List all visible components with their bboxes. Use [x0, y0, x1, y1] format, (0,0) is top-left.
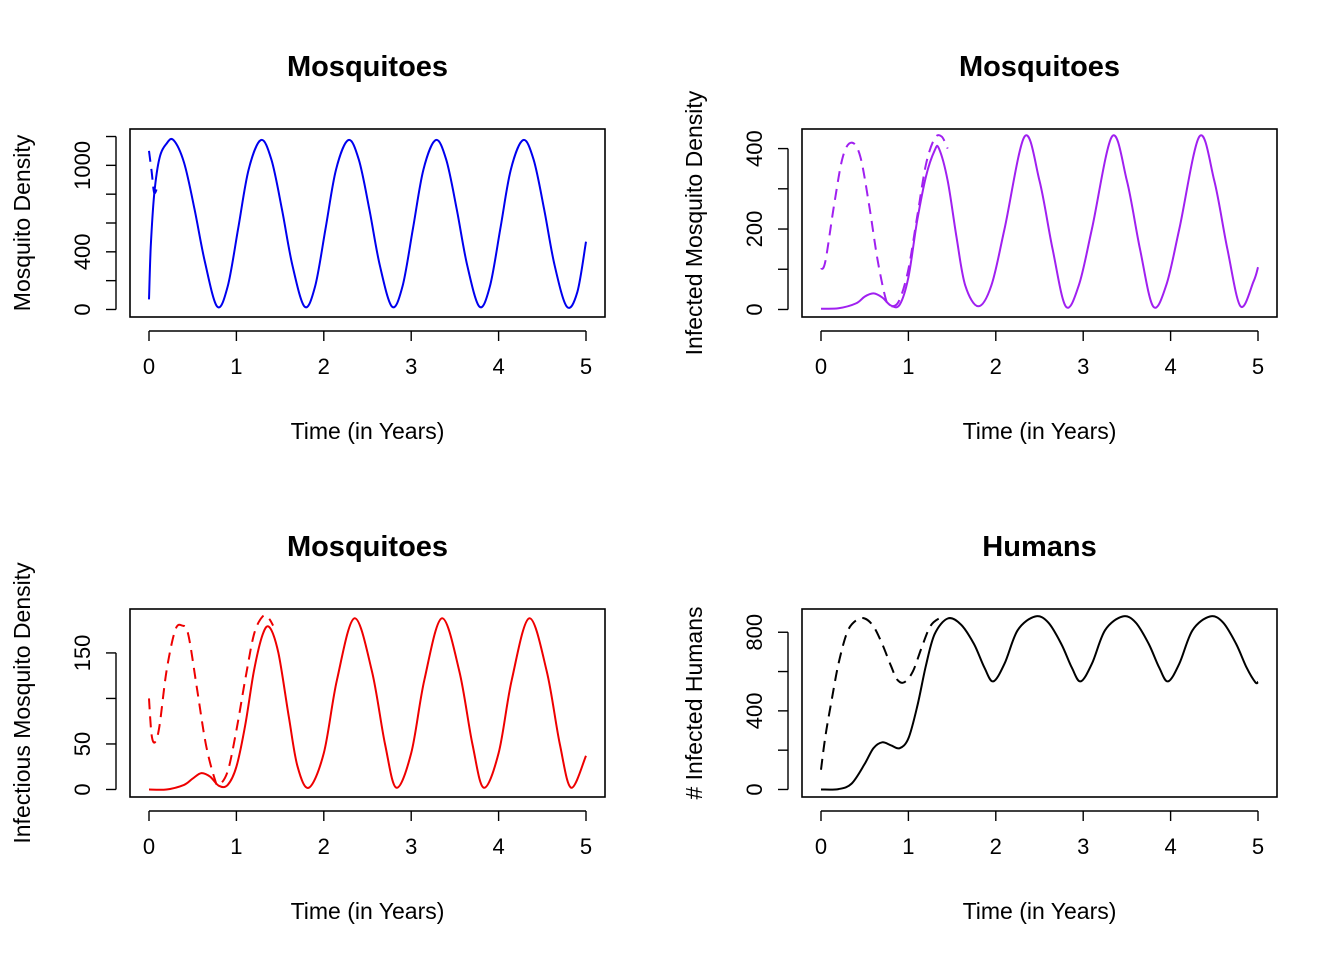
- x-axis-label: Time (in Years): [963, 418, 1117, 444]
- x-tick-label: 3: [405, 834, 417, 859]
- x-tick-label: 1: [230, 354, 242, 379]
- y-tick-label: 150: [70, 635, 95, 672]
- chart-title: Mosquitoes: [959, 51, 1120, 83]
- x-tick-label: 5: [580, 834, 592, 859]
- x-tick-label: 0: [143, 354, 155, 379]
- x-tick-label: 3: [1077, 354, 1089, 379]
- series-line-dashed: [148, 150, 159, 195]
- x-tick-label: 2: [318, 354, 330, 379]
- x-tick-label: 0: [143, 834, 155, 859]
- plot-frame: [801, 608, 1278, 798]
- chart-panel-3: Mosquitoes 0 1 2 3 4 5 Time (in Years) 0 50 150 Inf…: [9, 531, 606, 924]
- x-tick-label: 0: [815, 834, 827, 859]
- y-tick-label: 400: [742, 693, 767, 730]
- y-tick-label: 800: [742, 614, 767, 651]
- plot-frame: [129, 608, 606, 798]
- chart-title: Mosquitoes: [287, 51, 448, 83]
- x-tick-label: 2: [990, 354, 1002, 379]
- chart-panel-4: Humans 0 1 2 3 4 5 Time (in Years) 0 400 800 # Infe…: [681, 531, 1278, 924]
- y-axis-label: Infected Mosquito Density: [681, 90, 707, 355]
- x-tick-label: 4: [492, 354, 504, 379]
- plot-frame: [129, 128, 606, 318]
- x-tick-label: 2: [990, 834, 1002, 859]
- y-tick-label: 1000: [70, 141, 95, 190]
- series-line-dashed: [148, 614, 274, 787]
- x-tick-label: 5: [1252, 834, 1264, 859]
- series-line-dashed: [820, 134, 949, 308]
- y-tick-label: 0: [742, 303, 767, 315]
- x-tick-label: 1: [230, 834, 242, 859]
- x-tick-label: 3: [405, 354, 417, 379]
- y-tick-label: 0: [742, 783, 767, 795]
- x-axis-label: Time (in Years): [963, 898, 1117, 924]
- series-line-solid: [148, 137, 587, 309]
- y-axis-label: Infectious Mosquito Density: [9, 562, 35, 844]
- x-tick-label: 0: [815, 354, 827, 379]
- x-tick-label: 4: [1164, 834, 1176, 859]
- y-tick-label: 0: [70, 783, 95, 795]
- y-tick-label: 400: [742, 130, 767, 167]
- chart-panel-2: Mosquitoes 0 1 2 3 4 5 Time (in Years) 0 200 400 In…: [681, 51, 1278, 444]
- y-tick-label: 400: [70, 233, 95, 270]
- x-tick-label: 2: [318, 834, 330, 859]
- x-tick-label: 4: [492, 834, 504, 859]
- x-tick-label: 1: [902, 834, 914, 859]
- y-axis-label: Mosquito Density: [9, 134, 35, 311]
- x-tick-label: 3: [1077, 834, 1089, 859]
- plot-frame: [801, 128, 1278, 318]
- y-axis-label: # Infected Humans: [681, 606, 707, 799]
- series-line-solid: [148, 617, 587, 791]
- y-tick-label: 50: [70, 732, 95, 756]
- y-tick-label: 0: [70, 303, 95, 315]
- series-line-solid: [820, 615, 1259, 791]
- x-tick-label: 4: [1164, 354, 1176, 379]
- chart-panel-1: Mosquitoes 0 1 2 3 4 5 Time (in Years) 0 400 1000 M…: [9, 51, 606, 444]
- x-axis-label: Time (in Years): [291, 898, 445, 924]
- chart-title: Mosquitoes: [287, 531, 448, 563]
- series-line-solid: [820, 134, 1259, 310]
- x-tick-label: 5: [1252, 354, 1264, 379]
- series-line-dashed: [820, 616, 946, 770]
- x-tick-label: 1: [902, 354, 914, 379]
- y-tick-label: 200: [742, 211, 767, 248]
- chart-title: Humans: [982, 531, 1096, 563]
- x-axis-label: Time (in Years): [291, 418, 445, 444]
- x-tick-label: 5: [580, 354, 592, 379]
